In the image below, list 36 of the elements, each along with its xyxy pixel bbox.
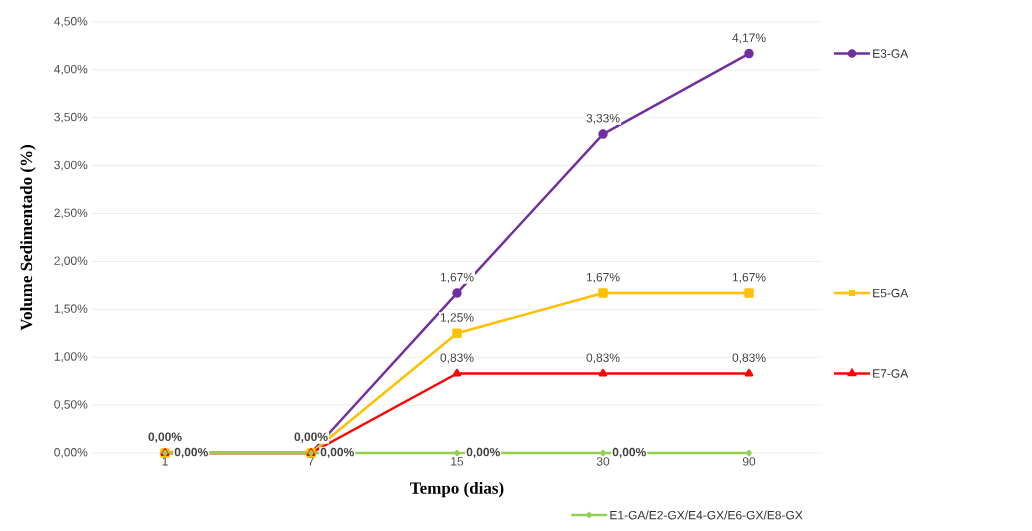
y-tick-label: 4,50% — [54, 17, 88, 27]
y-tick-label: 0,50% — [54, 400, 88, 411]
data-label: 1,25% — [440, 313, 474, 324]
y-tick-label: 2,50% — [54, 208, 88, 219]
data-label: 1,67% — [732, 272, 766, 283]
x-axis-title: Tempo (dias) — [410, 481, 504, 498]
x-tick-label: 1 — [162, 457, 168, 466]
data-label: 0,83% — [586, 353, 620, 364]
data-label: 4,17% — [732, 33, 766, 44]
data-label: 0,83% — [732, 353, 766, 364]
legend-label: E7-GA — [873, 369, 909, 378]
y-tick-label: 2,00% — [54, 256, 88, 267]
y-axis-title: Volume Sedimentado (%) — [20, 145, 36, 331]
y-tick-label: 1,50% — [54, 304, 88, 315]
data-label: 0,00% — [320, 447, 354, 459]
x-tick-label: 30 — [596, 457, 610, 466]
legend-label: E3-GA — [873, 49, 909, 58]
x-tick-label: 7 — [308, 457, 314, 466]
legend-label: E1-GA/E2-GX/E4-GX/E6-GX/E8-GX — [610, 510, 803, 520]
x-tick-label: 15 — [451, 457, 464, 466]
data-label: 0,00% — [612, 447, 646, 459]
data-label: 0,83% — [440, 353, 474, 364]
data-label: 0,00% — [466, 447, 500, 459]
legend-label: E5-GA — [873, 288, 909, 298]
x-tick-label: 90 — [742, 457, 756, 466]
y-tick-label: 1,00% — [54, 352, 88, 363]
y-tick-label: 3,00% — [54, 160, 88, 171]
data-label: 0,00% — [294, 432, 328, 443]
data-label: 3,33% — [586, 113, 620, 124]
data-label: 0,00% — [148, 432, 182, 443]
data-label: 1,67% — [586, 272, 620, 283]
y-tick-label: 0,00% — [54, 448, 88, 458]
y-tick-label: 4,00% — [54, 64, 88, 75]
data-label: 0,00% — [174, 447, 208, 459]
data-label: 1,67% — [440, 272, 474, 283]
y-tick-label: 3,50% — [54, 112, 88, 123]
